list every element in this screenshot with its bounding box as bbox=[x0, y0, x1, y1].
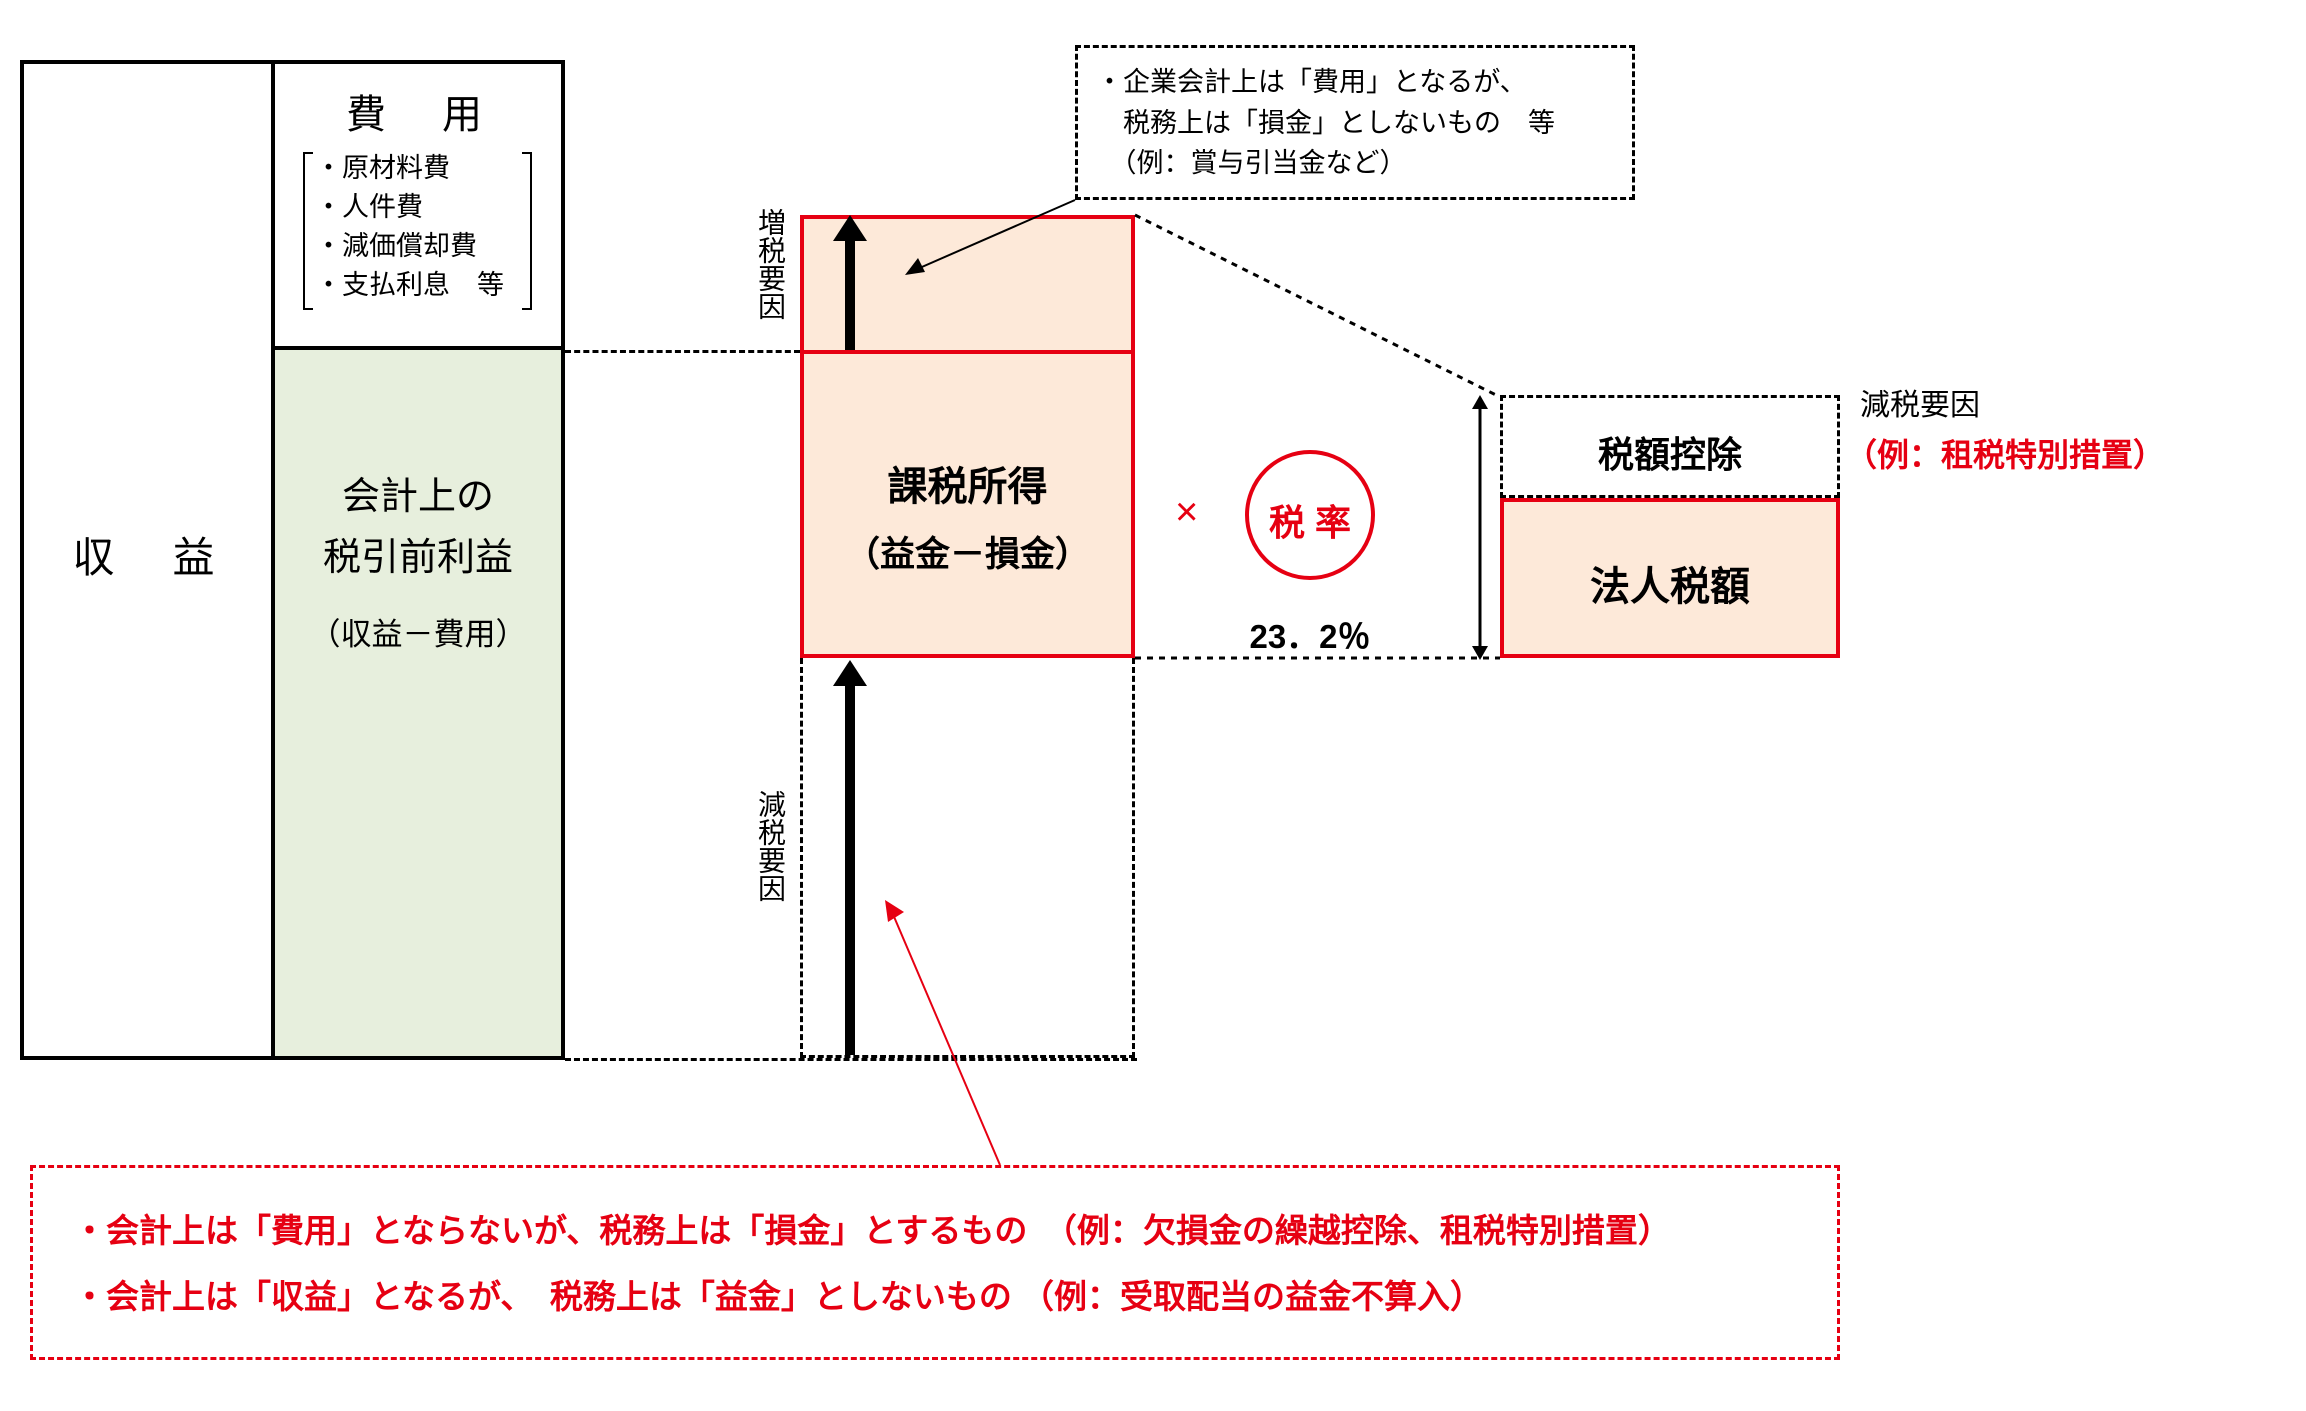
taxable-income-line2: （益金－損金） bbox=[804, 526, 1131, 577]
dashed-line-top bbox=[565, 350, 800, 353]
callout-top-line: （例：賞与引当金など） bbox=[1096, 143, 1614, 184]
expense-item: ・人件費 bbox=[315, 188, 504, 227]
bracket-right bbox=[522, 152, 532, 310]
reduction-factor-label: 減税要因 bbox=[1860, 380, 1980, 424]
callout-top-box: ・企業会計上は「費用」となるが、 税務上は「損金」としないもの 等 （例：賞与引… bbox=[1075, 45, 1635, 200]
revenue-label: 収 益 bbox=[24, 524, 271, 585]
revenue-box: 収 益 bbox=[20, 60, 275, 1060]
pretax-profit-box: 会計上の 税引前利益 （収益－費用） bbox=[275, 350, 565, 1060]
bracket-left bbox=[303, 152, 313, 310]
callout-bottom-arrow bbox=[880, 900, 1030, 1170]
connector-lines bbox=[1135, 215, 1505, 660]
decrease-factor-label: 減税要因 bbox=[750, 790, 790, 902]
pretax-sub: （収益－費用） bbox=[275, 609, 561, 654]
taxable-income-line1: 課税所得 bbox=[804, 454, 1131, 512]
tax-credit-label: 税額控除 bbox=[1503, 426, 1837, 478]
decrease-arrow bbox=[825, 660, 875, 1060]
increase-factor-label: 増税要因 bbox=[750, 208, 790, 320]
callout-bottom-line: ・会計上は「費用」とならないが、税務上は「損金」とするもの （例：欠損金の繰越控… bbox=[73, 1198, 1797, 1264]
corp-tax-box: 法人税額 bbox=[1500, 498, 1840, 658]
callout-top-line: ・企業会計上は「費用」となるが、 bbox=[1096, 62, 1614, 103]
expense-item: ・原材料費 bbox=[315, 149, 504, 188]
pretax-line2: 税引前利益 bbox=[275, 526, 561, 581]
vertical-span-arrow bbox=[1460, 395, 1500, 660]
taxable-income-box: 課税所得 （益金－損金） bbox=[800, 350, 1135, 658]
increase-arrow bbox=[825, 215, 875, 355]
corp-tax-label: 法人税額 bbox=[1504, 554, 1836, 612]
reduction-factor-example: （例：租税特別措置） bbox=[1845, 430, 2165, 476]
callout-top-arrow bbox=[900, 200, 1080, 280]
pretax-line1: 会計上の bbox=[275, 465, 561, 520]
callout-bottom-box: ・会計上は「費用」とならないが、税務上は「損金」とするもの （例：欠損金の繰越控… bbox=[30, 1165, 1840, 1360]
expense-item: ・減価償却費 bbox=[315, 227, 504, 266]
expense-items: ・原材料費 ・人件費 ・減価償却費 ・支払利息 等 bbox=[315, 149, 504, 306]
expense-item: ・支払利息 等 bbox=[315, 266, 504, 305]
expenses-box: 費 用 ・原材料費 ・人件費 ・減価償却費 ・支払利息 等 bbox=[275, 60, 565, 350]
expenses-title: 費 用 bbox=[275, 82, 561, 140]
tax-credit-box: 税額控除 bbox=[1500, 395, 1840, 498]
callout-bottom-line: ・会計上は「収益」となるが、 税務上は「益金」としないもの （例：受取配当の益金… bbox=[73, 1264, 1797, 1330]
callout-top-line: 税務上は「損金」としないもの 等 bbox=[1096, 103, 1614, 144]
